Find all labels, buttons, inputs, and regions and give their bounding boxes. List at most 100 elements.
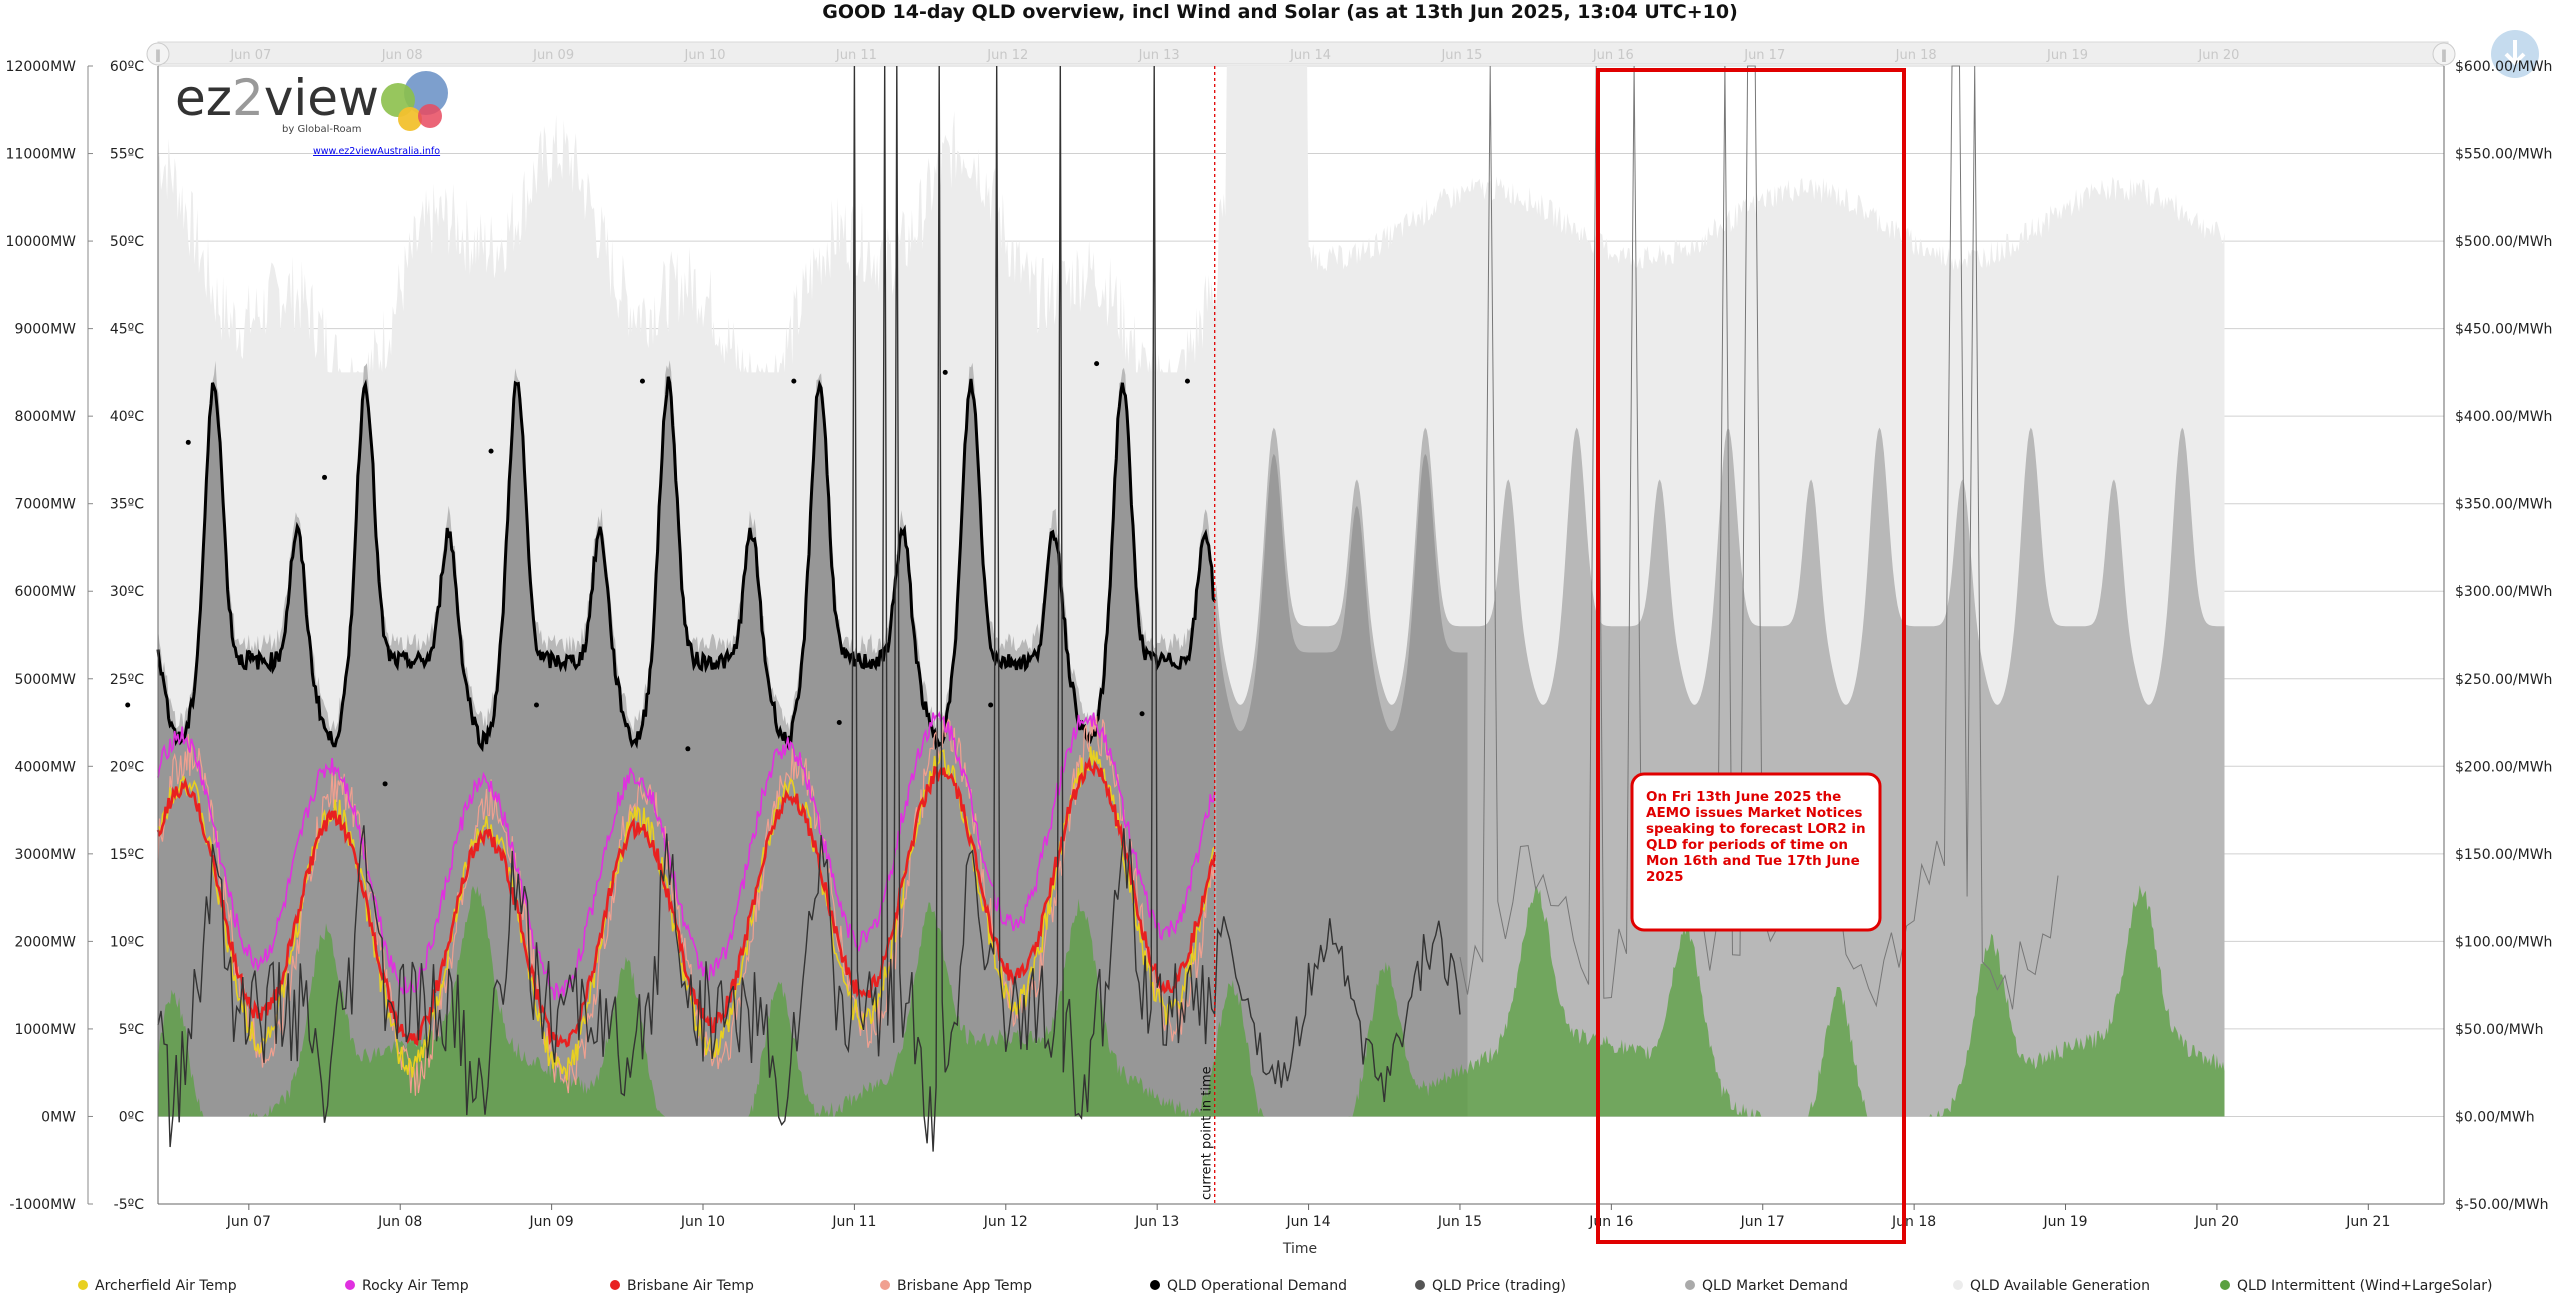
mw-tick-label: 0MW [41, 1109, 76, 1125]
demand-trough-point [246, 650, 252, 656]
navigator-tick-label: Jun 20 [2197, 48, 2239, 63]
historic-demand-area [158, 376, 1215, 1117]
svg-text:by Global-Roam: by Global-Roam [282, 124, 361, 135]
legend-item: QLD Operational Demand [1150, 1278, 1347, 1294]
navigator-handle-right[interactable] [2432, 42, 2456, 66]
legend-swatch [610, 1280, 620, 1290]
forecast-demand-area [1216, 453, 1468, 1117]
demand-trough-point [125, 702, 131, 708]
demand-peak-point [791, 378, 797, 384]
temp-tick-label: 55ºC [110, 147, 144, 163]
x-tick-label: Jun 07 [226, 1214, 271, 1230]
price-tick-label: $250.00/MWh [2455, 672, 2552, 688]
x-tick-label: Jun 17 [1740, 1214, 1785, 1230]
brisbane-app-templine [157, 715, 1216, 1096]
demand-peak-point [322, 474, 328, 480]
legend-label: QLD Price (trading) [1432, 1278, 1566, 1294]
right-axis: $600.00/MWh $550.00/MWh $500.00/MWh $450.00… [2455, 59, 2552, 1213]
price-tick-label: $500.00/MWh [2455, 234, 2552, 250]
legend-item: Rocky Air Temp [345, 1278, 469, 1294]
legend-label: QLD Intermittent (Wind+LargeSolar) [2237, 1278, 2493, 1294]
mw-tick-label: 3000MW [14, 847, 76, 863]
mw-tick-label: 4000MW [14, 759, 76, 775]
price-tick-label: $200.00/MWh [2455, 759, 2552, 775]
chart-title: GOOD 14-day QLD overview, incl Wind and … [822, 1, 1738, 23]
demand-trough-point [685, 746, 691, 752]
note-line: speaking to forecast LOR2 in [1646, 821, 1866, 837]
mw-tick-label: -1000MW [9, 1197, 76, 1213]
legend-swatch [1415, 1280, 1425, 1290]
navigator-tick-label: Jun 07 [229, 48, 271, 63]
temp-tick-label: 15ºC [110, 847, 144, 863]
demand-trough-point [533, 702, 539, 708]
temp-tick-label: 5ºC [119, 1022, 145, 1038]
legend-item: Brisbane Air Temp [610, 1278, 754, 1294]
price-tick-label: $0.00/MWh [2455, 1109, 2535, 1125]
logo-url[interactable]: www.ez2viewAustralia.info [313, 146, 440, 157]
grip-icon: ‖ [2441, 48, 2447, 62]
temp-tick-label: 0ºC [119, 1109, 145, 1125]
mw-tick-label: 11000MW [6, 147, 77, 163]
export-button[interactable] [2491, 30, 2539, 78]
x-tick-label: Jun 12 [983, 1214, 1028, 1230]
legend-swatch [1685, 1280, 1695, 1290]
navigator-handle-left[interactable] [146, 42, 170, 66]
note-line: On Fri 13th June 2025 the [1646, 789, 1841, 805]
temp-tick-label: 30ºC [110, 584, 144, 600]
mw-tick-label: 10000MW [6, 234, 77, 250]
price-tick-label: $150.00/MWh [2455, 847, 2552, 863]
price-tick-label: $300.00/MWh [2455, 584, 2552, 600]
temp-tick-label: 50ºC [110, 234, 144, 250]
x-tick-label: Jun 15 [1437, 1214, 1482, 1230]
note-line: Mon 16th and Tue 17th June [1646, 853, 1860, 869]
legend-label: Brisbane App Temp [897, 1278, 1032, 1294]
price-tick-label: $350.00/MWh [2455, 497, 2552, 513]
legend-swatch [1150, 1280, 1160, 1290]
mw-tick-label: 6000MW [14, 584, 76, 600]
x-tick-label: Jun 10 [680, 1214, 725, 1230]
legend-swatch [78, 1280, 88, 1290]
temp-tick-label: -5ºC [114, 1197, 145, 1213]
navigator-tick-label: Jun 18 [1895, 48, 1937, 63]
price-tick-label: $600.00/MWh [2455, 59, 2552, 75]
forecast-price-line [1459, 65, 2059, 1010]
x-tick-label: Jun 11 [831, 1214, 876, 1230]
mw-tick-label: 9000MW [14, 322, 76, 338]
legend-item: QLD Market Demand [1685, 1278, 1848, 1294]
legend-label: QLD Available Generation [1970, 1278, 2150, 1294]
demand-trough-point [836, 720, 842, 726]
note-line: 2025 [1646, 869, 1684, 885]
legend-item: Archerfield Air Temp [78, 1278, 237, 1294]
legend-label: Archerfield Air Temp [95, 1278, 237, 1294]
price-tick-label: $-50.00/MWh [2455, 1197, 2549, 1213]
intermittent-area [158, 885, 2225, 1117]
x-tick-label: Jun 09 [529, 1214, 574, 1230]
temp-tick-label: 20ºC [110, 759, 144, 775]
navigator-tick-label: Jun 09 [532, 48, 574, 63]
mw-tick-label: 12000MW [6, 59, 77, 75]
ez2view-logo[interactable]: ez2view by Global-Roam www.ez2viewAustra… [175, 69, 448, 157]
temp-tick-label: 45ºC [110, 322, 144, 338]
navigator-tick-label: Jun 08 [381, 48, 423, 63]
legend-label: Brisbane Air Temp [627, 1278, 754, 1294]
highlight-box [1596, 68, 1906, 1244]
x-tick-label: Jun 14 [1285, 1214, 1330, 1230]
demand-peak-point [639, 378, 645, 384]
demand-peak-point [1184, 378, 1190, 384]
temp-tick-label: 60ºC [110, 59, 144, 75]
x-tick-label: Jun 19 [2042, 1214, 2087, 1230]
temp-tick-label: 10ºC [110, 934, 144, 950]
x-axis-label: Time [1282, 1241, 1317, 1257]
legend-swatch [880, 1280, 890, 1290]
legend-item: Brisbane App Temp [880, 1278, 1032, 1294]
navigator[interactable]: Jun 07 Jun 08 Jun 09 Jun 10 Jun 11 Jun 12 Jun … [146, 41, 2456, 66]
price-tick-label: $450.00/MWh [2455, 322, 2552, 338]
navigator-tick-label: Jun 12 [986, 48, 1028, 63]
legend: Archerfield Air Temp Rocky Air Temp Brisba… [78, 1278, 2493, 1294]
legend-swatch [345, 1280, 355, 1290]
legend-item: QLD Price (trading) [1415, 1278, 1566, 1294]
rocky-air-templine [157, 711, 1216, 1001]
navigator-tick-label: Jun 13 [1138, 48, 1180, 63]
